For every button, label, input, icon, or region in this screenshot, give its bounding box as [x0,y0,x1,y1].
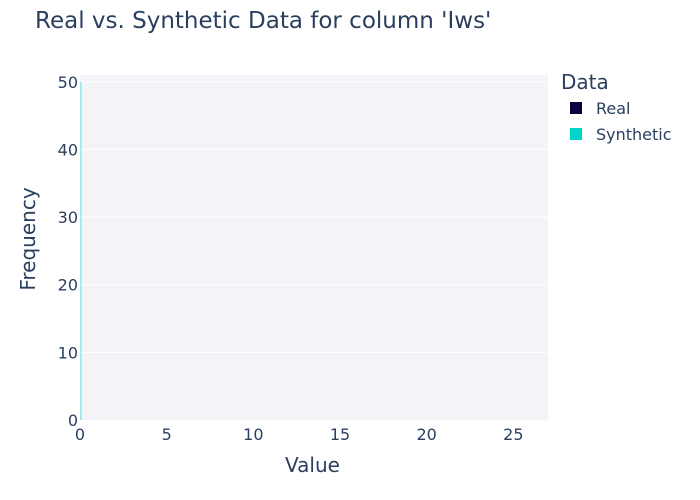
grid-lines [80,81,548,353]
legend-swatch-synthetic [570,128,582,140]
y-tick-label: 40 [58,140,78,159]
y-tick-label: 30 [58,208,78,227]
x-axis-title: Value [285,453,340,477]
y-axis-title: Frequency [16,187,40,291]
legend-swatch-real [570,102,582,114]
x-tick-labels: 0 5 10 15 20 25 [75,425,524,444]
y-tick-label: 0 [68,411,78,430]
x-tick-label: 25 [503,425,523,444]
x-tick-label: 15 [330,425,350,444]
legend-item-real[interactable]: Real [570,98,631,118]
y-tick-labels: 0 10 20 30 40 50 [58,73,78,430]
x-tick-label: 10 [243,425,263,444]
chart-title: Real vs. Synthetic Data for column 'Iws' [35,8,492,34]
legend-title: Data [561,70,609,94]
plot-background [80,75,548,420]
x-tick-label: 20 [416,425,436,444]
legend-label-real: Real [596,98,631,118]
y-tick-label: 50 [58,73,78,92]
y-tick-label: 10 [58,343,78,362]
legend-label-synthetic: Synthetic [596,124,672,144]
x-tick-label: 0 [75,425,85,444]
bar-synthetic [80,81,82,420]
legend-item-synthetic[interactable]: Synthetic [570,124,672,144]
bars [80,81,82,420]
x-tick-label: 5 [162,425,172,444]
y-tick-label: 20 [58,276,78,295]
